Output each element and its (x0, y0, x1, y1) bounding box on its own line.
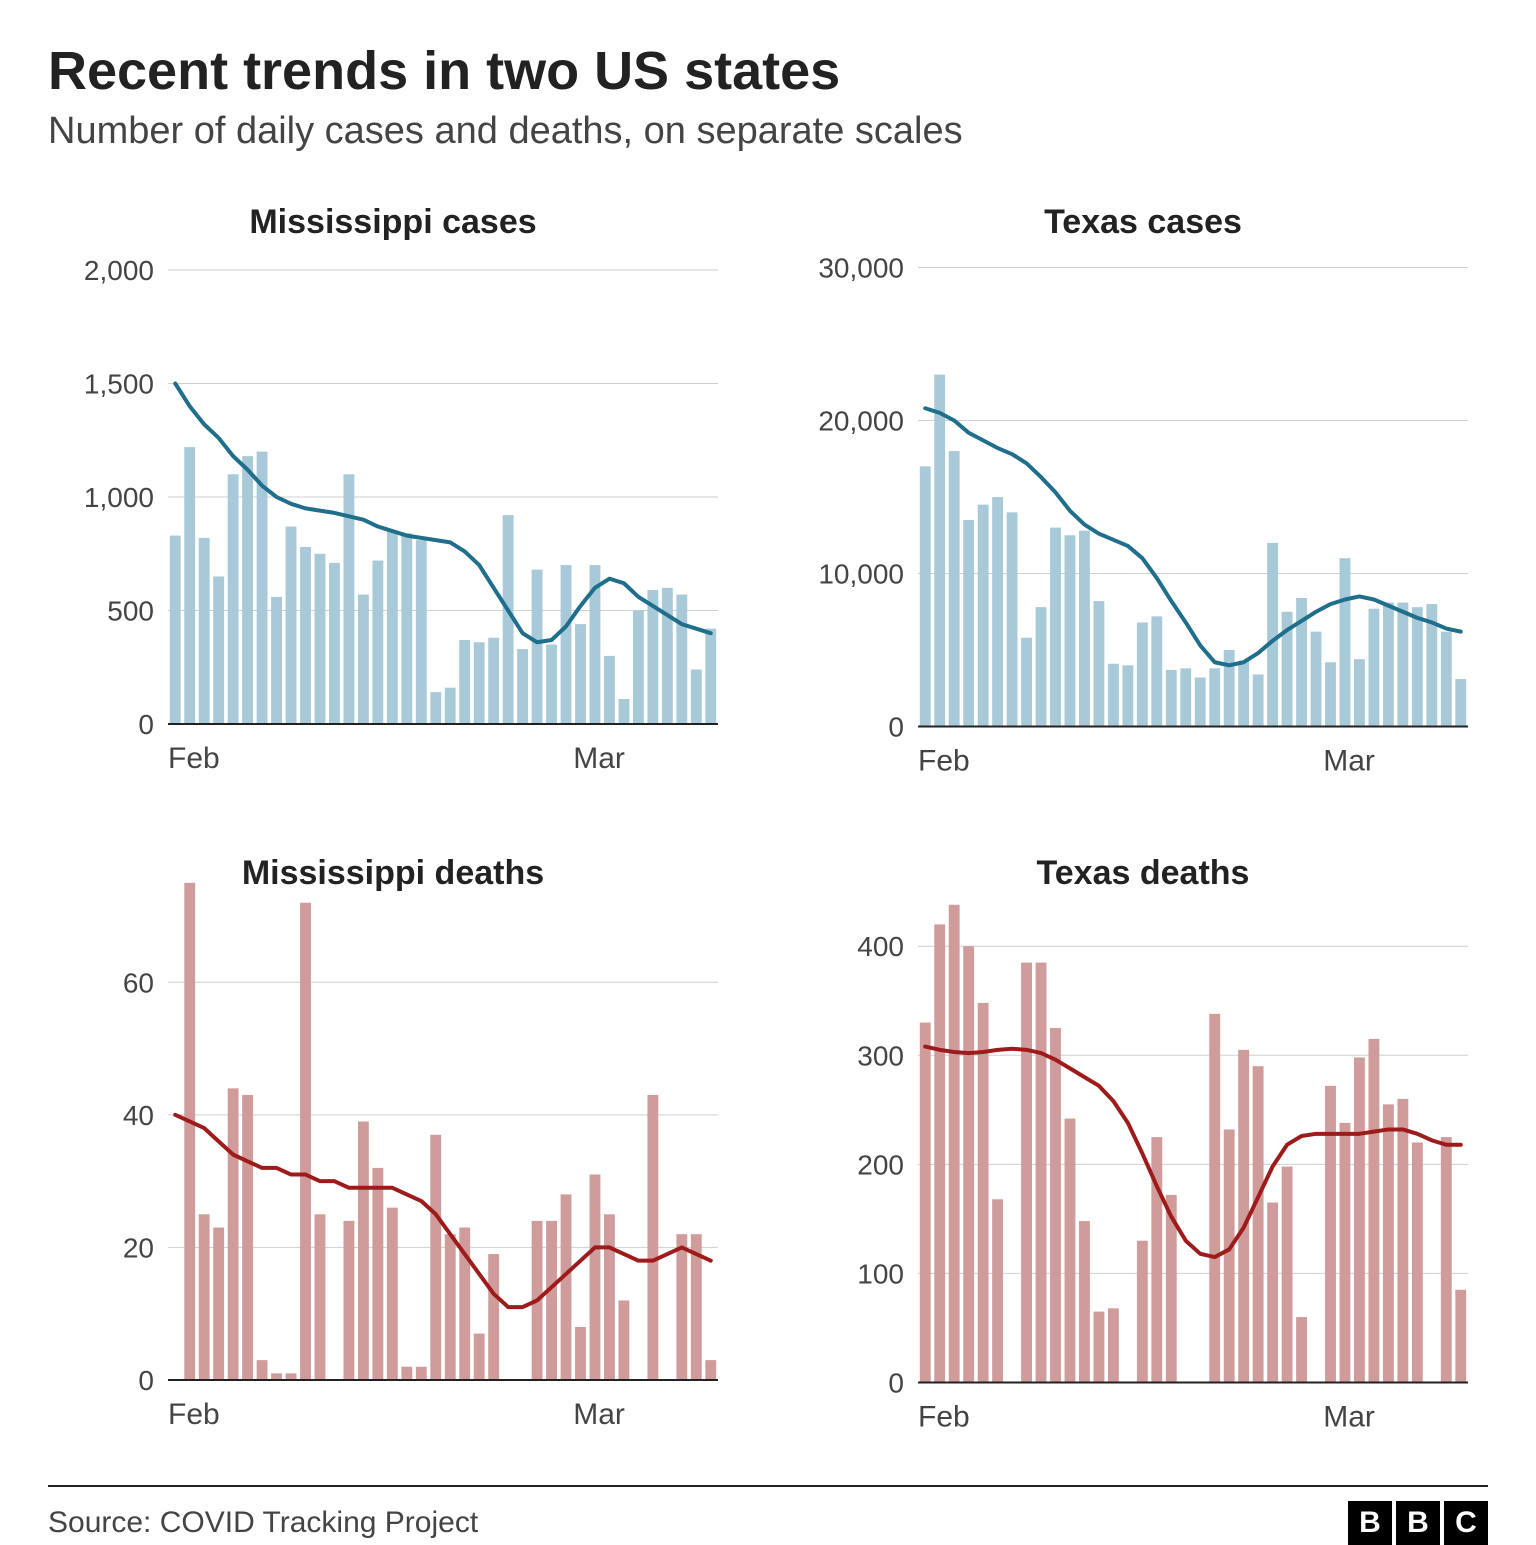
svg-text:200: 200 (857, 1149, 904, 1180)
chart-title: Texas deaths (808, 854, 1478, 893)
chart-title: Mississippi cases (58, 203, 728, 242)
chart-body: 0 100 200 300 400 Feb Mar (808, 901, 1478, 1455)
svg-text:Mar: Mar (1323, 1401, 1375, 1434)
svg-text:20: 20 (123, 1233, 154, 1264)
svg-text:20,000: 20,000 (818, 406, 904, 437)
logo-letter: B (1348, 1501, 1392, 1545)
chart-body: 0 10,000 20,000 30,000 Feb Mar (808, 250, 1478, 804)
svg-text:Mar: Mar (1323, 745, 1375, 778)
panel-tx-deaths: Texas deaths 0 100 200 300 400 Feb Mar (808, 854, 1478, 1455)
svg-text:2,000: 2,000 (84, 255, 154, 286)
chart-grid: Mississippi cases 0 500 1,000 1,500 2,000 Feb… (48, 183, 1488, 1485)
svg-text:1,000: 1,000 (84, 482, 154, 513)
panel-ms-deaths: Mississippi deaths 0 20 40 60 Feb Mar (58, 854, 728, 1455)
chart-title: Mississippi deaths (58, 854, 728, 893)
header: Recent trends in two US states Number of… (48, 40, 1488, 153)
footer: Source: COVID Tracking Project B B C (48, 1485, 1488, 1545)
svg-text:500: 500 (107, 596, 154, 627)
bbc-logo: B B C (1348, 1501, 1488, 1545)
svg-text:Feb: Feb (168, 742, 220, 775)
chart-title: Texas cases (808, 203, 1478, 242)
svg-text:Feb: Feb (168, 1398, 220, 1431)
svg-text:Mar: Mar (573, 1398, 625, 1431)
chart-body: 0 20 40 60 Feb Mar (58, 901, 728, 1455)
chart-body: 0 500 1,000 1,500 2,000 Feb Mar (58, 250, 728, 804)
svg-text:0: 0 (888, 712, 904, 743)
svg-text:Feb: Feb (918, 1401, 970, 1434)
page-title: Recent trends in two US states (48, 40, 1488, 102)
svg-text:300: 300 (857, 1040, 904, 1071)
source-text: Source: COVID Tracking Project (48, 1506, 478, 1540)
svg-text:40: 40 (123, 1100, 154, 1131)
svg-text:0: 0 (888, 1368, 904, 1399)
svg-text:Feb: Feb (918, 745, 970, 778)
svg-text:10,000: 10,000 (818, 559, 904, 590)
svg-text:30,000: 30,000 (818, 253, 904, 284)
svg-text:100: 100 (857, 1259, 904, 1290)
panel-ms-cases: Mississippi cases 0 500 1,000 1,500 2,000 Feb… (58, 203, 728, 804)
svg-text:1,500: 1,500 (84, 369, 154, 400)
logo-letter: C (1444, 1501, 1488, 1545)
svg-text:0: 0 (138, 1365, 154, 1396)
logo-letter: B (1396, 1501, 1440, 1545)
svg-text:60: 60 (123, 967, 154, 998)
panel-tx-cases: Texas cases 0 10,000 20,000 30,000 Feb Mar (808, 203, 1478, 804)
svg-text:Mar: Mar (573, 742, 625, 775)
svg-text:0: 0 (138, 709, 154, 740)
page-subtitle: Number of daily cases and deaths, on sep… (48, 110, 1488, 153)
svg-text:400: 400 (857, 931, 904, 962)
